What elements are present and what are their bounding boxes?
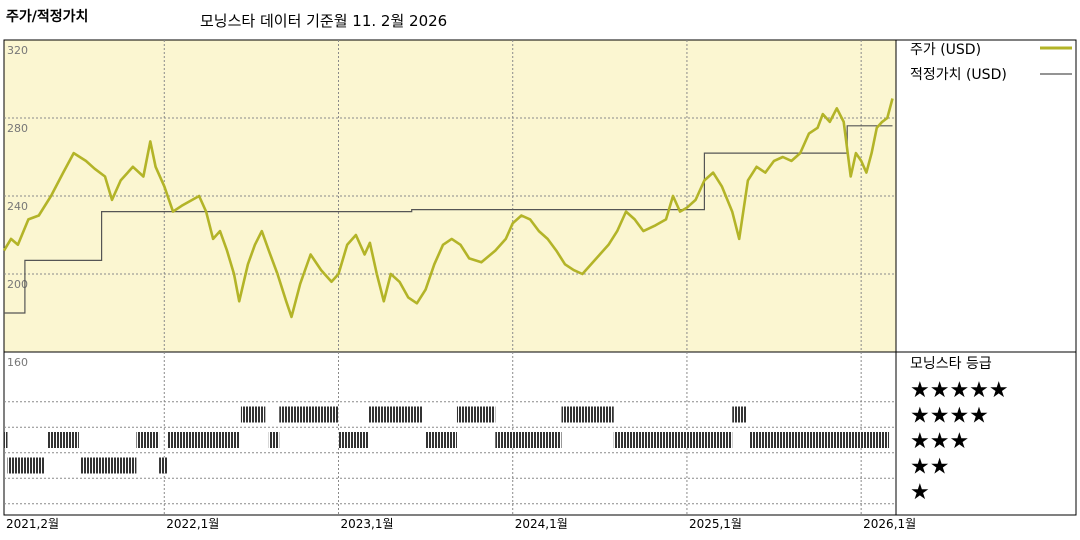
y-tick-label: 200 [7,278,28,291]
y-tick-label: 280 [7,122,28,135]
legend-fair-value-label: 적정가치 (USD) [910,67,1007,83]
legend: 주가 (USD) 적정가치 (USD) 모닝스타 등급 ★★★★★★★★★★★★… [910,42,1072,505]
rating-segment [167,432,240,448]
source-note: 모닝스타 데이터 기준월 11. 2월 2026 [200,12,448,30]
chart-title: 주가/적정가치 [6,9,89,25]
x-tick-label: 2024,1월 [515,517,568,531]
y-tick-labels: 320 280 240 200 160 [7,44,28,369]
rating-segment [732,406,747,423]
rating-segment [7,457,45,474]
legend-rating-title: 모닝스타 등급 [910,356,992,372]
rating-segment [338,432,369,448]
price-line [2,98,894,319]
rating-segment [47,432,79,448]
rating-segment [159,457,168,474]
x-tick-label: 2025,1월 [689,517,742,531]
rating-segment [495,432,562,448]
plot-frame [3,39,1077,516]
x-tick-label: 2021,2월 [6,517,59,531]
rating-segment [268,432,280,448]
rating-stars-label: ★★★★ [910,404,989,429]
rating-stars-label: ★★ [910,455,949,480]
rating-segment [368,406,423,423]
legend-price-label: 주가 (USD) [910,42,981,58]
rating-stars-label: ★★★ [910,429,969,454]
rating-stars-label: ★★★★★ [910,378,1009,403]
rating-segment [4,432,8,448]
rating-segment [613,432,733,448]
x-tick-labels: 2021,2월 2022,1월 2023,1월 2024,1월 2025,1월 2026,… [6,517,916,531]
rating-segment [240,406,266,423]
grid-lines [3,39,1077,516]
rating-stars: ★★★★★★★★★★★★★★★ [910,378,1009,505]
x-tick-label: 2022,1월 [166,517,219,531]
rating-stars-label: ★ [910,480,930,505]
rating-segment [561,406,614,423]
y-tick-label: 240 [7,200,28,213]
x-tick-label: 2026,1월 [863,517,916,531]
x-tick-label: 2023,1월 [341,517,394,531]
rating-segment [136,432,160,448]
y-tick-label: 160 [7,356,28,369]
rating-segment [749,432,890,448]
rating-segment [279,406,339,423]
rating-bars [4,406,890,474]
rating-segment [80,457,137,474]
y-tick-label: 320 [7,44,28,57]
rating-segment [425,432,457,448]
rating-segment [456,406,496,423]
